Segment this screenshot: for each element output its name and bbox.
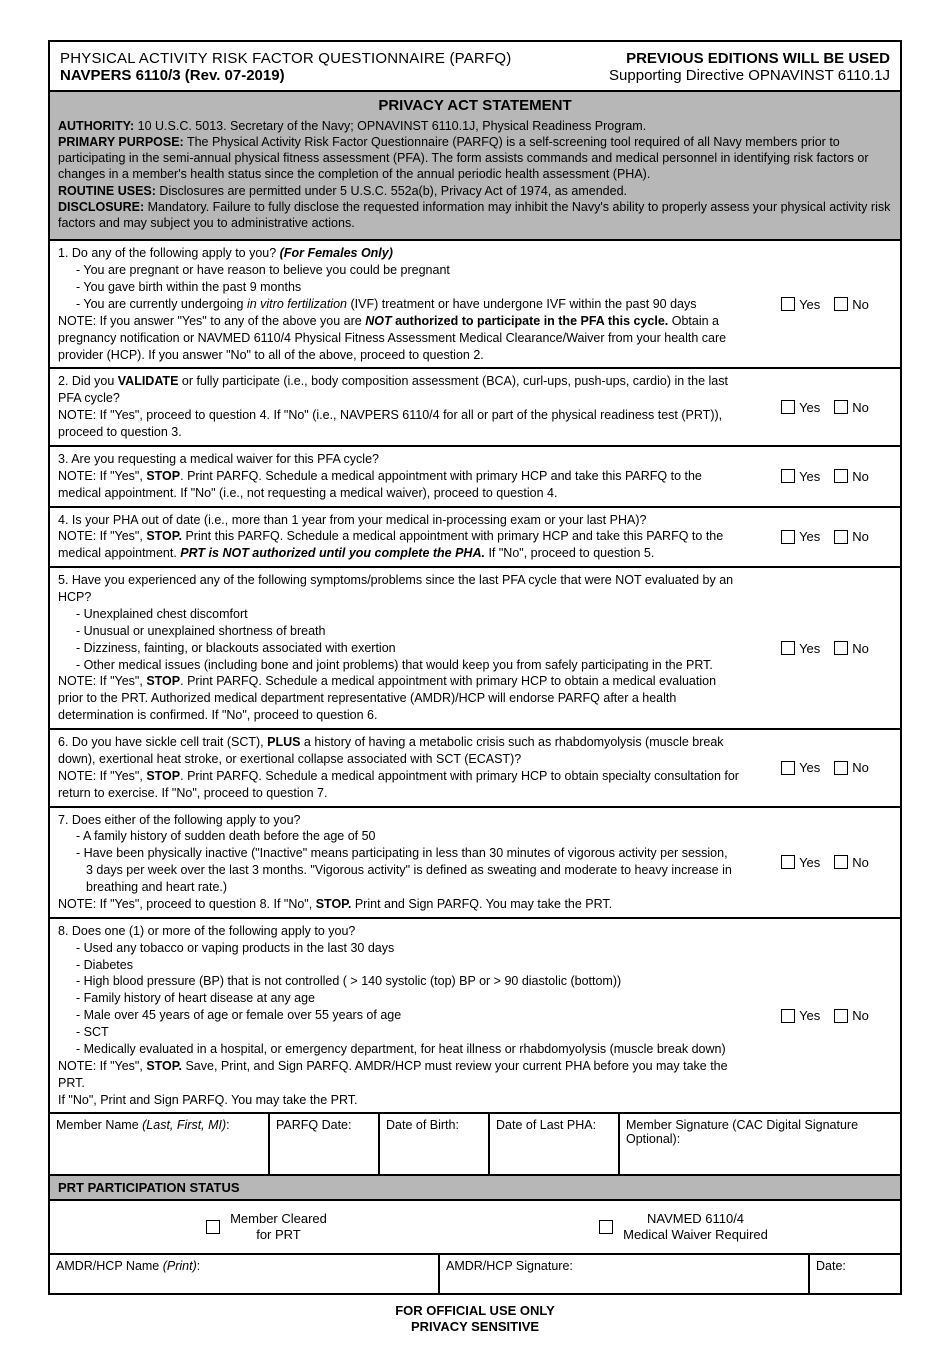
q5-yes[interactable]: Yes bbox=[781, 641, 820, 656]
question-1: 1. Do any of the following apply to you?… bbox=[50, 241, 900, 369]
q7-text: 7. Does either of the following apply to… bbox=[50, 808, 750, 917]
checkbox-icon bbox=[781, 855, 795, 869]
dob-cell[interactable]: Date of Birth: bbox=[380, 1114, 490, 1174]
checkbox-icon bbox=[781, 761, 795, 775]
q2-yes[interactable]: Yes bbox=[781, 400, 820, 415]
q7-answer: Yes No bbox=[750, 808, 900, 917]
member-signature-row: Member Name (Last, First, MI): PARFQ Dat… bbox=[50, 1114, 900, 1176]
header-left: PHYSICAL ACTIVITY RISK FACTOR QUESTIONNA… bbox=[60, 50, 609, 84]
cleared-option[interactable]: Member Cleared for PRT bbox=[58, 1211, 475, 1242]
q4-text: 4. Is your PHA out of date (i.e., more t… bbox=[50, 508, 750, 567]
checkbox-icon bbox=[599, 1220, 613, 1234]
form-number: NAVPERS 6110/3 (Rev. 07-2019) bbox=[60, 67, 609, 84]
form-header: PHYSICAL ACTIVITY RISK FACTOR QUESTIONNA… bbox=[50, 42, 900, 90]
q1-yes[interactable]: Yes bbox=[781, 297, 820, 312]
member-name-cell[interactable]: Member Name (Last, First, MI): bbox=[50, 1114, 270, 1174]
prt-status-header: PRT PARTICIPATION STATUS bbox=[50, 1176, 900, 1201]
q2-no[interactable]: No bbox=[834, 400, 869, 415]
form-title: PHYSICAL ACTIVITY RISK FACTOR QUESTIONNA… bbox=[60, 50, 609, 67]
q3-yes[interactable]: Yes bbox=[781, 469, 820, 484]
last-pha-cell[interactable]: Date of Last PHA: bbox=[490, 1114, 620, 1174]
prt-status-row: Member Cleared for PRT NAVMED 6110/4 Med… bbox=[50, 1201, 900, 1254]
editions-note: PREVIOUS EDITIONS WILL BE USED bbox=[609, 50, 890, 67]
amdr-date-cell[interactable]: Date: bbox=[810, 1255, 900, 1293]
q1-no[interactable]: No bbox=[834, 297, 869, 312]
checkbox-icon bbox=[781, 530, 795, 544]
q6-text: 6. Do you have sickle cell trait (SCT), … bbox=[50, 730, 750, 806]
header-right: PREVIOUS EDITIONS WILL BE USED Supportin… bbox=[609, 50, 890, 84]
q5-answer: Yes No bbox=[750, 568, 900, 728]
q3-text: 3. Are you requesting a medical waiver f… bbox=[50, 447, 750, 506]
privacy-title: PRIVACY ACT STATEMENT bbox=[58, 96, 892, 116]
checkbox-icon bbox=[834, 641, 848, 655]
q6-answer: Yes No bbox=[750, 730, 900, 806]
checkbox-icon bbox=[206, 1220, 220, 1234]
q6-no[interactable]: No bbox=[834, 760, 869, 775]
q4-yes[interactable]: Yes bbox=[781, 529, 820, 544]
checkbox-icon bbox=[781, 641, 795, 655]
checkbox-icon bbox=[834, 855, 848, 869]
question-2: 2. Did you VALIDATE or fully participate… bbox=[50, 369, 900, 447]
privacy-statement: PRIVACY ACT STATEMENT AUTHORITY: 10 U.S.… bbox=[50, 90, 900, 241]
question-7: 7. Does either of the following apply to… bbox=[50, 808, 900, 919]
checkbox-icon bbox=[781, 469, 795, 483]
q8-no[interactable]: No bbox=[834, 1008, 869, 1023]
form-container: PHYSICAL ACTIVITY RISK FACTOR QUESTIONNA… bbox=[48, 40, 902, 1295]
question-8: 8. Does one (1) or more of the following… bbox=[50, 919, 900, 1115]
checkbox-icon bbox=[834, 297, 848, 311]
question-5: 5. Have you experienced any of the follo… bbox=[50, 568, 900, 730]
checkbox-icon bbox=[834, 400, 848, 414]
q2-answer: Yes No bbox=[750, 369, 900, 445]
q1-text: 1. Do any of the following apply to you?… bbox=[50, 241, 750, 367]
directive-note: Supporting Directive OPNAVINST 6110.1J bbox=[609, 67, 890, 84]
footer: FOR OFFICIAL USE ONLY PRIVACY SENSITIVE bbox=[48, 1303, 902, 1337]
q8-answer: Yes No bbox=[750, 919, 900, 1113]
q2-text: 2. Did you VALIDATE or fully participate… bbox=[50, 369, 750, 445]
privacy-authority: AUTHORITY: 10 U.S.C. 5013. Secretary of … bbox=[58, 118, 892, 134]
q4-answer: Yes No bbox=[750, 508, 900, 567]
checkbox-icon bbox=[834, 1009, 848, 1023]
privacy-purpose: PRIMARY PURPOSE: The Physical Activity R… bbox=[58, 134, 892, 183]
amdr-signature-cell[interactable]: AMDR/HCP Signature: bbox=[440, 1255, 810, 1293]
question-6: 6. Do you have sickle cell trait (SCT), … bbox=[50, 730, 900, 808]
q4-no[interactable]: No bbox=[834, 529, 869, 544]
checkbox-icon bbox=[834, 469, 848, 483]
q3-no[interactable]: No bbox=[834, 469, 869, 484]
q6-yes[interactable]: Yes bbox=[781, 760, 820, 775]
checkbox-icon bbox=[834, 761, 848, 775]
q7-no[interactable]: No bbox=[834, 855, 869, 870]
waiver-option[interactable]: NAVMED 6110/4 Medical Waiver Required bbox=[475, 1211, 892, 1242]
member-signature-cell[interactable]: Member Signature (CAC Digital Signature … bbox=[620, 1114, 900, 1174]
checkbox-icon bbox=[834, 530, 848, 544]
q1-answer: Yes No bbox=[750, 241, 900, 367]
q5-no[interactable]: No bbox=[834, 641, 869, 656]
q5-text: 5. Have you experienced any of the follo… bbox=[50, 568, 750, 728]
amdr-row: AMDR/HCP Name (Print): AMDR/HCP Signatur… bbox=[50, 1255, 900, 1293]
checkbox-icon bbox=[781, 1009, 795, 1023]
privacy-disclosure: DISCLOSURE: Mandatory. Failure to fully … bbox=[58, 199, 892, 232]
parfq-date-cell[interactable]: PARFQ Date: bbox=[270, 1114, 380, 1174]
checkbox-icon bbox=[781, 297, 795, 311]
amdr-name-cell[interactable]: AMDR/HCP Name (Print): bbox=[50, 1255, 440, 1293]
q8-text: 8. Does one (1) or more of the following… bbox=[50, 919, 750, 1113]
q3-answer: Yes No bbox=[750, 447, 900, 506]
q7-yes[interactable]: Yes bbox=[781, 855, 820, 870]
question-4: 4. Is your PHA out of date (i.e., more t… bbox=[50, 508, 900, 569]
question-3: 3. Are you requesting a medical waiver f… bbox=[50, 447, 900, 508]
privacy-routine: ROUTINE USES: Disclosures are permitted … bbox=[58, 183, 892, 199]
checkbox-icon bbox=[781, 400, 795, 414]
q8-yes[interactable]: Yes bbox=[781, 1008, 820, 1023]
